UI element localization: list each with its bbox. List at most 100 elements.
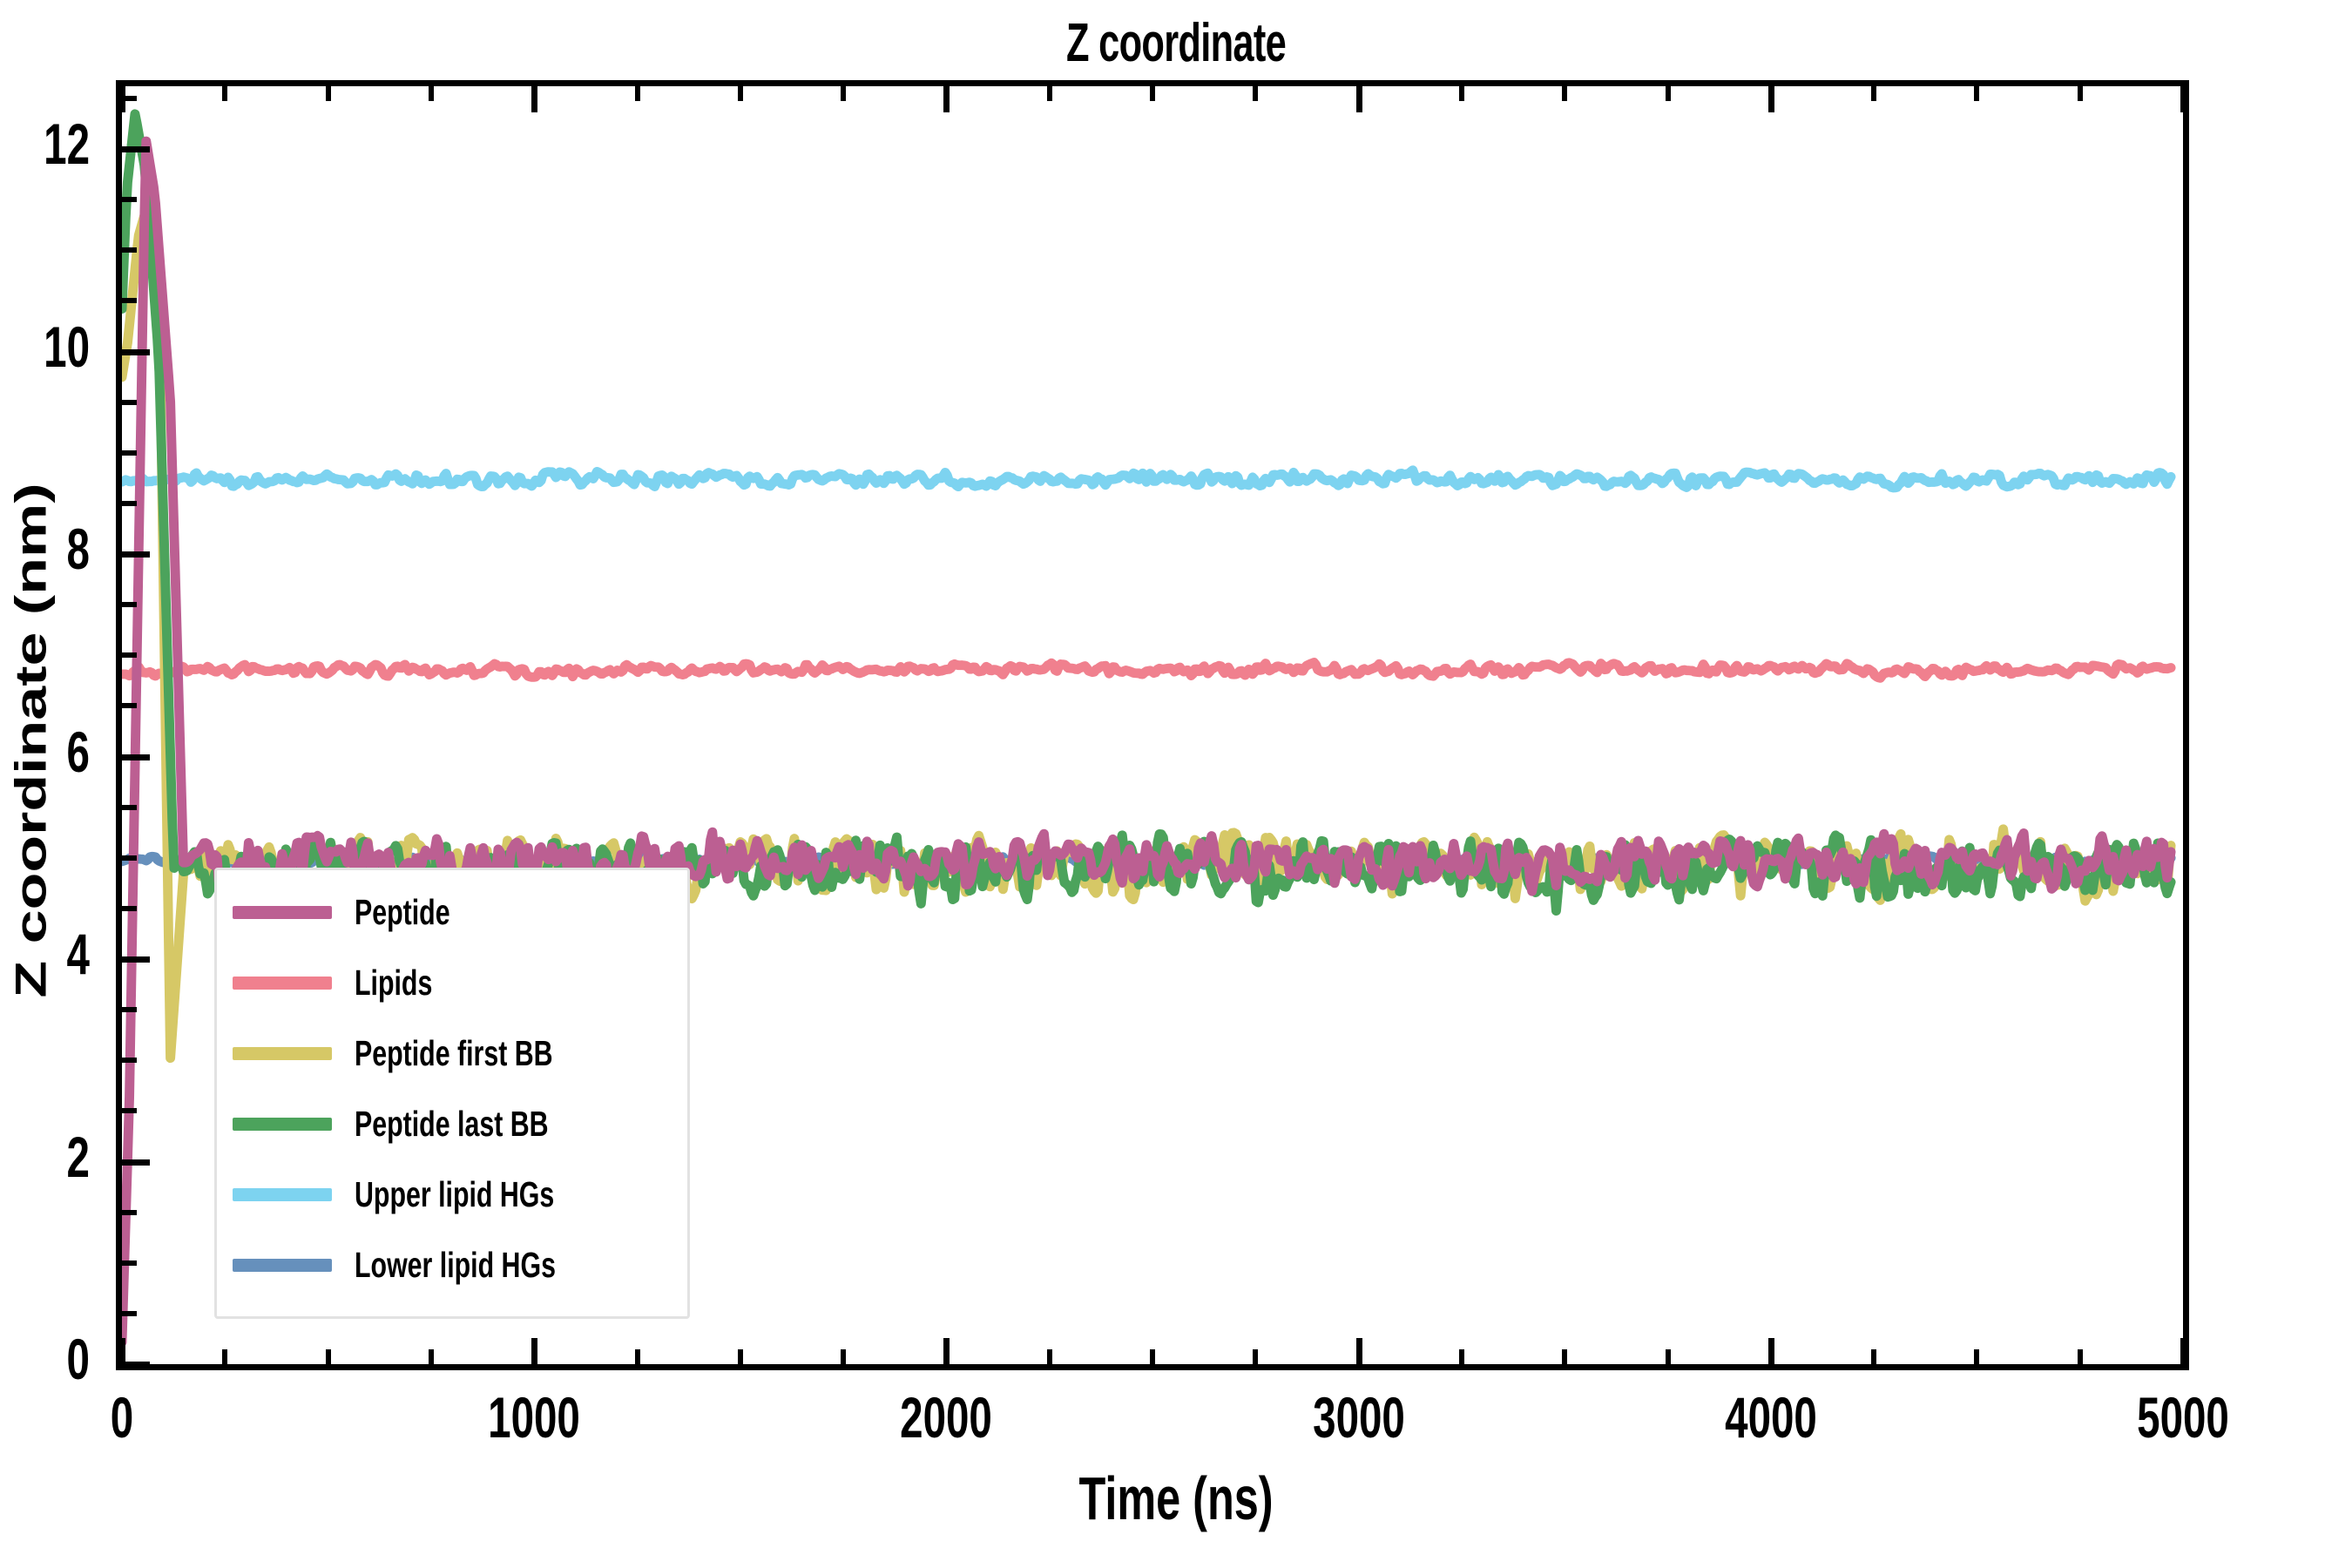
x-minor-tick — [1665, 1349, 1671, 1364]
legend-label: Peptide last BB — [355, 1103, 549, 1144]
x-tick-label: 1000 — [488, 1385, 581, 1450]
x-minor-tick — [2077, 1349, 2083, 1364]
legend-swatch-icon — [233, 1046, 332, 1060]
x-minor-tick-top — [1253, 86, 1259, 101]
x-minor-tick — [1974, 1349, 1980, 1364]
x-minor-tick — [222, 1349, 228, 1364]
x-minor-tick — [634, 1349, 640, 1364]
y-minor-tick — [122, 1058, 137, 1064]
legend-item-peptide[interactable]: Peptide — [233, 884, 483, 940]
legend-label: Peptide first BB — [355, 1032, 553, 1073]
y-major-tick — [122, 551, 150, 558]
x-minor-tick — [1562, 1349, 1568, 1364]
y-tick-label: 10 — [44, 314, 90, 379]
legend: Peptide Lipids Peptide first BB Peptide las… — [214, 868, 690, 1319]
x-minor-tick-top — [1458, 86, 1464, 101]
legend-label: Upper lipid HGs — [355, 1173, 555, 1214]
y-minor-tick — [122, 804, 137, 810]
legend-label: Peptide — [355, 891, 450, 932]
x-minor-tick-top — [1871, 86, 1877, 101]
x-minor-tick — [1458, 1349, 1464, 1364]
x-minor-tick — [325, 1349, 331, 1364]
y-minor-tick — [122, 197, 137, 203]
legend-swatch-icon — [233, 1258, 332, 1272]
x-minor-tick — [841, 1349, 847, 1364]
x-axis-title: Time (ns) — [1078, 1464, 1274, 1532]
x-tick-label: 3000 — [1312, 1385, 1405, 1450]
y-axis-title-wrapper: Z coordinate (nm) — [0, 483, 640, 997]
y-minor-tick — [122, 95, 137, 101]
y-minor-tick — [122, 602, 137, 608]
x-major-tick — [531, 1338, 538, 1364]
legend-swatch-icon — [233, 1117, 332, 1131]
series-line-lipids — [122, 658, 2176, 683]
legend-label: Lower lipid HGs — [355, 1244, 556, 1285]
x-major-tick — [119, 1338, 125, 1364]
x-tick-label: 5000 — [2137, 1385, 2229, 1450]
x-major-tick-top — [1355, 86, 1362, 112]
x-major-tick-top — [1767, 86, 1774, 112]
series-line-peptide-last-bb — [122, 109, 2176, 916]
x-minor-tick-top — [1150, 86, 1155, 101]
y-major-tick — [122, 1159, 150, 1166]
x-minor-tick — [428, 1349, 434, 1364]
y-minor-tick — [122, 449, 137, 456]
x-major-tick-top — [119, 86, 125, 112]
x-major-tick — [2180, 1338, 2186, 1364]
page-title: Z coordinate — [1065, 13, 1287, 73]
y-major-tick — [122, 956, 150, 963]
x-minor-tick-top — [325, 86, 331, 101]
y-tick-label: 12 — [44, 112, 90, 177]
x-major-tick — [1355, 1338, 1362, 1364]
y-minor-tick — [122, 500, 137, 506]
x-minor-tick-top — [737, 86, 743, 101]
y-tick-label: 4 — [66, 922, 90, 987]
x-minor-tick — [1253, 1349, 1259, 1364]
y-major-tick — [122, 754, 150, 760]
y-major-tick — [122, 146, 150, 153]
y-axis-title: Z coordinate (nm) — [5, 483, 56, 998]
legend-item-upper-lipid-hgs[interactable]: Upper lipid HGs — [233, 1166, 625, 1222]
y-minor-tick — [122, 855, 137, 861]
y-minor-tick — [122, 1260, 137, 1266]
x-minor-tick-top — [841, 86, 847, 101]
y-minor-tick — [122, 905, 137, 911]
legend-item-lower-lipid-hgs[interactable]: Lower lipid HGs — [233, 1237, 626, 1293]
y-minor-tick — [122, 1108, 137, 1114]
x-major-tick-top — [943, 86, 950, 112]
x-minor-tick-top — [222, 86, 228, 101]
x-minor-tick — [1150, 1349, 1155, 1364]
y-minor-tick — [122, 399, 137, 405]
x-minor-tick-top — [2077, 86, 2083, 101]
y-major-tick — [122, 1362, 150, 1368]
x-tick-label: 4000 — [1724, 1385, 1817, 1450]
y-minor-tick — [122, 1310, 137, 1316]
x-minor-tick-top — [1046, 86, 1052, 101]
x-minor-tick-top — [428, 86, 434, 101]
x-tick-label: 2000 — [900, 1385, 993, 1450]
legend-item-peptide-last-bb[interactable]: Peptide last BB — [233, 1096, 617, 1152]
legend-swatch-icon — [233, 1187, 332, 1201]
x-major-tick-top — [2180, 86, 2186, 112]
x-minor-tick — [1046, 1349, 1052, 1364]
y-tick-label: 8 — [66, 517, 90, 582]
legend-item-lipids[interactable]: Lipids — [233, 955, 460, 1010]
x-minor-tick-top — [1562, 86, 1568, 101]
x-minor-tick — [737, 1349, 743, 1364]
x-major-tick — [1767, 1338, 1774, 1364]
y-minor-tick — [122, 247, 137, 253]
legend-swatch-icon — [233, 905, 332, 919]
legend-label: Lipids — [355, 962, 433, 1003]
x-minor-tick — [1871, 1349, 1877, 1364]
y-minor-tick — [122, 1209, 137, 1215]
x-major-tick-top — [531, 86, 538, 112]
x-tick-label: 0 — [110, 1385, 134, 1450]
legend-swatch-icon — [233, 976, 332, 990]
x-minor-tick-top — [1665, 86, 1671, 101]
y-minor-tick — [122, 703, 137, 709]
x-minor-tick-top — [634, 86, 640, 101]
y-minor-tick — [122, 1007, 137, 1013]
legend-item-peptide-first-bb[interactable]: Peptide first BB — [233, 1025, 623, 1081]
x-major-tick — [943, 1338, 950, 1364]
